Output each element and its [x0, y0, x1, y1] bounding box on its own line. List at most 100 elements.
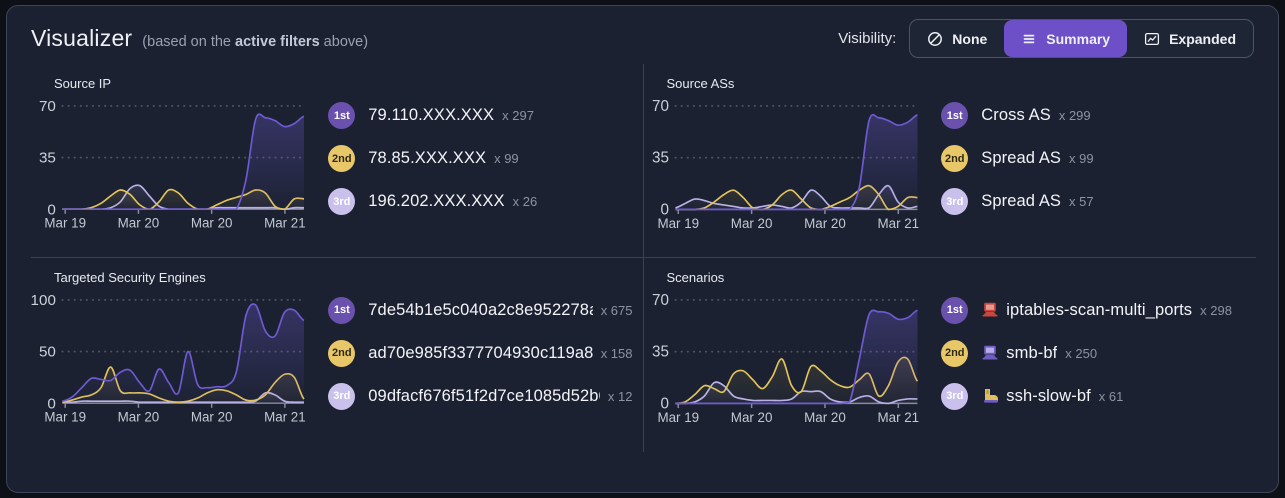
x-tick-label: Mar 20: [118, 410, 160, 425]
ranking-name: Cross AS: [981, 106, 1051, 124]
ranking-count: x 26: [512, 194, 538, 209]
rank-badge: 1st: [941, 296, 969, 324]
x-tick-label: Mar 20: [191, 410, 233, 425]
visibility-button-label: Summary: [1046, 30, 1111, 47]
ranking-name: 09dfacf676f51f2d7ce1085d52b6061f: [368, 386, 600, 405]
visibility-none-button[interactable]: None: [910, 20, 1004, 57]
ranking-list-source-ip: 1st 79.110.XXX.XXX x 297 2nd 78.85.XXX.XXX x …: [312, 74, 642, 257]
ranking-name: 78.85.XXX.XXX: [368, 149, 487, 167]
series-area-1st: [674, 310, 917, 404]
x-tick-label: Mar 20: [191, 216, 233, 231]
ranking-name: Spread AS: [981, 149, 1062, 167]
visibility-expanded-button[interactable]: Expanded: [1127, 20, 1253, 57]
chart-block-source-ip: Source IP 0 35 70 Mar 19 Mar 20 Mar 20 Mar 21: [31, 74, 312, 257]
ranking-list-scenarios: 1st iptables-scan-multi_ports x 298 2nd smb-…: [925, 268, 1256, 452]
chart-title: Source ASs: [666, 76, 735, 91]
ranking-count: x 12: [607, 388, 633, 404]
ranking-count: x 250: [1065, 345, 1098, 361]
computer-red-icon: [982, 302, 998, 317]
ranking-item: 3rd 196.202.XXX.XXX x 26: [328, 188, 632, 215]
subtitle-prefix: (based on the: [142, 34, 236, 50]
ranking-item: 3rd ssh-slow-bf x 61: [941, 382, 1246, 410]
visibility-button-label: Expanded: [1169, 30, 1236, 47]
y-tick-label: 50: [39, 344, 56, 361]
ranking-count: x 99: [1069, 151, 1094, 166]
page-subtitle: (based on the active filters above): [142, 34, 368, 50]
ranking-item: 1st 79.110.XXX.XXX x 297: [328, 102, 632, 129]
ranking-name: smb-bf: [1006, 343, 1058, 362]
x-tick-label: Mar 21: [877, 410, 919, 425]
y-tick-label: 0: [47, 395, 55, 412]
y-tick-label: 0: [660, 395, 668, 412]
list-icon: [1023, 34, 1035, 43]
series-line-1st: [674, 309, 918, 405]
ranking-count: x 299: [1058, 108, 1091, 123]
y-tick-label: 0: [47, 201, 55, 218]
ranking-count: x 675: [600, 302, 633, 318]
ranking-count: x 57: [1069, 194, 1094, 209]
ranking-name: 7de54b1e5c040a2c8e952278a3c3...: [368, 300, 592, 319]
visibility-summary-button[interactable]: Summary: [1004, 20, 1128, 57]
boot-icon: [984, 389, 999, 403]
ranking-item: 2nd ad70e985f3377704930c119a85ccf... x 158: [328, 339, 633, 367]
series-line-1st: [674, 113, 918, 211]
ranking-name: ssh-slow-bf: [1006, 386, 1091, 405]
ranking-count: x 99: [494, 151, 519, 166]
x-tick-label: Mar 20: [804, 410, 846, 425]
slash-circle-icon: [928, 31, 943, 46]
rank-badge: 2nd: [941, 339, 969, 367]
series-area-1st: [62, 304, 304, 404]
computer-purple-icon: [982, 345, 998, 360]
rank-badge: 1st: [941, 102, 969, 129]
chart-targeted-security-engines: 0 50 100 Mar 19 Mar 20 Mar 20 Mar 21: [31, 292, 306, 425]
x-tick-label: Mar 19: [657, 410, 699, 425]
chart-line-icon: [1145, 32, 1160, 45]
ranking-count: x 61: [1098, 388, 1124, 404]
visibility-button-label: None: [952, 30, 988, 47]
x-tick-label: Mar 19: [657, 216, 699, 231]
visibility-button-group: None Summary Expanded: [909, 19, 1254, 58]
x-tick-label: Mar 21: [877, 216, 919, 231]
x-tick-label: Mar 20: [804, 216, 846, 231]
quadrant-source-ass: Source ASs 0 35 70 Mar 19 Mar 20 Mar 20 Mar 21 1…: [643, 64, 1256, 258]
x-tick-label: Mar 20: [118, 216, 160, 231]
series-line-1st: [62, 303, 305, 402]
y-tick-label: 100: [31, 292, 56, 309]
rank-badge: 3rd: [941, 188, 969, 215]
ranking-item: 2nd 78.85.XXX.XXX x 99: [328, 145, 632, 172]
rank-badge: 3rd: [941, 382, 969, 410]
rank-badge: 3rd: [328, 188, 356, 215]
x-tick-label: Mar 20: [730, 216, 772, 231]
quadrant-scenarios: Scenarios 0 35 70 Mar 19 Mar 20 Mar 20 Mar 21 1s…: [644, 258, 1257, 452]
chart-title: Source IP: [54, 76, 112, 91]
ranking-count: x 158: [600, 345, 633, 361]
chart-title: Targeted Security Engines: [54, 270, 206, 285]
visibility-control: Visibility: None Summary Expanded: [838, 19, 1254, 58]
subtitle-emphasis: active filters: [235, 34, 320, 50]
visibility-label: Visibility:: [838, 30, 897, 47]
ranking-item: 2nd smb-bf x 250: [941, 339, 1246, 367]
ranking-count: x 297: [502, 108, 534, 123]
rank-badge: 2nd: [941, 145, 969, 172]
ranking-item: 1st Cross AS x 299: [941, 102, 1246, 129]
y-tick-label: 70: [39, 98, 56, 115]
ranking-item: 1st iptables-scan-multi_ports x 298: [941, 296, 1246, 324]
x-tick-label: Mar 19: [44, 216, 86, 231]
chart-scenarios: 0 35 70 Mar 19 Mar 20 Mar 20 Mar 21: [651, 292, 919, 425]
rank-badge: 3rd: [328, 382, 356, 410]
ranking-count: x 298: [1200, 302, 1232, 318]
series-area-1st: [62, 114, 304, 210]
y-tick-label: 70: [651, 292, 668, 309]
title-wrap: Visualizer (based on the active filters …: [31, 25, 368, 52]
ranking-list-targeted-security-engines: 1st 7de54b1e5c040a2c8e952278a3c3... x 675 2…: [312, 268, 642, 452]
chart-block-targeted-security-engines: Targeted Security Engines 0 50 100 Mar 19 Mar…: [31, 268, 312, 452]
chart-title: Scenarios: [666, 270, 725, 285]
y-tick-label: 35: [39, 150, 56, 167]
page-title: Visualizer: [31, 25, 133, 51]
x-tick-label: Mar 21: [264, 410, 306, 425]
ranking-item: 3rd 09dfacf676f51f2d7ce1085d52b6061f x 12: [328, 382, 633, 410]
x-tick-label: Mar 19: [44, 410, 86, 425]
ranking-name: 196.202.XXX.XXX: [368, 192, 505, 210]
y-tick-label: 35: [651, 344, 668, 361]
